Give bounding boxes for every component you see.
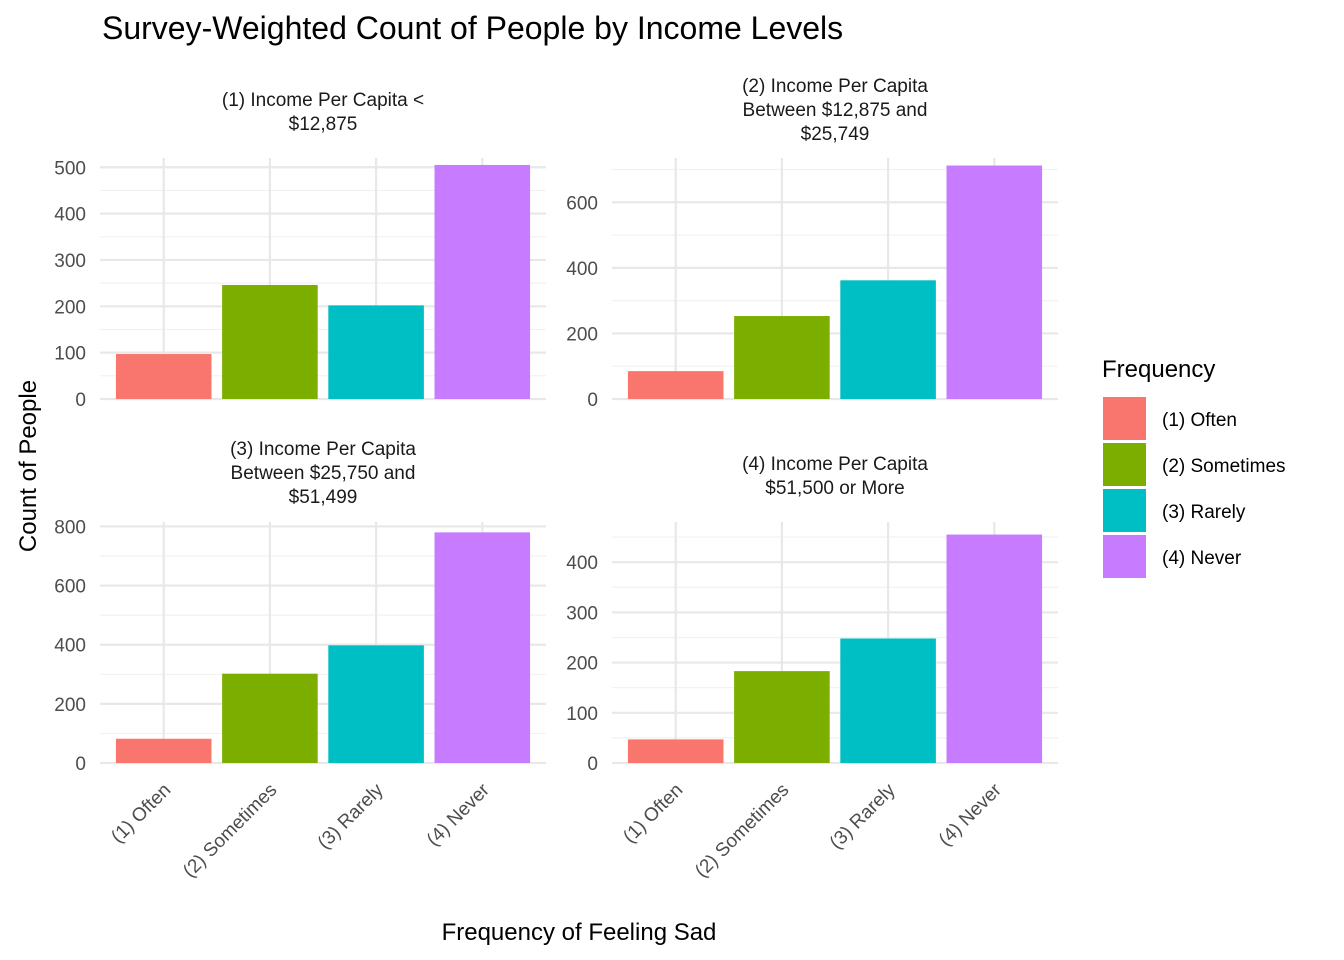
- bar: [328, 305, 424, 399]
- bar: [115, 354, 212, 399]
- x-tick-label: (3) Rarely: [314, 779, 388, 853]
- y-tick-label: 0: [587, 390, 598, 411]
- facet-panel: 0 100 200 300 400 500 (1) Income Per Capita < $…: [54, 90, 546, 411]
- facet-panels: 0 100 200 300 400 500 (1) Income Per Capita < $…: [54, 76, 1058, 882]
- y-tick-label: 300: [566, 603, 598, 624]
- bar: [222, 284, 318, 399]
- facet-title-line: (4) Income Per Capita: [742, 454, 928, 475]
- y-tick-label: 600: [566, 193, 598, 214]
- facet-panel: 0 100 200 300 400 (4) Income Per Capita $51,50…: [566, 454, 1058, 882]
- x-tick-label: (4) Never: [423, 779, 494, 850]
- y-tick-label: 500: [54, 158, 86, 179]
- y-tick-label: 400: [566, 553, 598, 574]
- bar: [946, 165, 1043, 399]
- legend-key: [1103, 489, 1146, 532]
- bar: [734, 316, 830, 399]
- y-tick-label: 400: [566, 259, 598, 280]
- bar: [434, 532, 531, 763]
- chart-title: Survey-Weighted Count of People by Incom…: [102, 10, 843, 46]
- bar: [840, 280, 936, 399]
- facet-title-line: (2) Income Per Capita: [742, 76, 928, 97]
- facet-title: (3) Income Per Capita Between $25,750 and…: [230, 439, 416, 508]
- facet-panel: 0 200 400 600 800 (3) Income Per Capita Betwee…: [54, 439, 546, 882]
- legend-key: [1103, 397, 1146, 440]
- x-axis-title: Frequency of Feeling Sad: [442, 919, 717, 946]
- x-tick-label: (3) Rarely: [826, 779, 900, 853]
- bar: [434, 164, 531, 399]
- y-tick-label: 300: [54, 251, 86, 272]
- y-tick-label: 200: [566, 654, 598, 675]
- y-tick-label: 100: [566, 704, 598, 725]
- bar: [328, 645, 424, 763]
- x-tick-label: (2) Sometimes: [179, 780, 281, 882]
- facet-title: (4) Income Per Capita $51,500 or More: [742, 454, 928, 499]
- y-tick-label: 0: [587, 754, 598, 775]
- legend: Frequency (1) Often (2) Sometimes (3) Rare…: [1102, 356, 1286, 578]
- y-tick-label: 600: [54, 577, 86, 598]
- y-tick-label: 400: [54, 205, 86, 226]
- facet-title-line: $51,500 or More: [765, 478, 904, 499]
- facet-title-line: Between $25,750 and: [231, 463, 416, 484]
- y-tick-label: 400: [54, 636, 86, 657]
- facet-title-line: $12,875: [289, 114, 358, 135]
- bar: [734, 671, 830, 763]
- facet-title: (2) Income Per Capita Between $12,875 and…: [742, 76, 928, 145]
- bar: [840, 638, 936, 763]
- legend-label: (2) Sometimes: [1162, 456, 1286, 477]
- x-tick-label: (1) Often: [107, 780, 175, 848]
- facet-title-line: $51,499: [289, 487, 358, 508]
- y-tick-label: 200: [54, 297, 86, 318]
- legend-key: [1103, 535, 1146, 578]
- legend-label: (1) Often: [1162, 410, 1237, 431]
- facet-title-line: (3) Income Per Capita: [230, 439, 416, 460]
- legend-key: [1103, 443, 1146, 486]
- y-tick-label: 0: [75, 754, 86, 775]
- bar: [627, 371, 724, 399]
- y-tick-label: 0: [75, 390, 86, 411]
- facet-title-line: (1) Income Per Capita <: [222, 90, 424, 111]
- x-tick-label: (4) Never: [935, 779, 1006, 850]
- x-tick-label: (2) Sometimes: [691, 780, 793, 882]
- bar: [222, 673, 318, 763]
- facet-panel: 0 200 400 600 (2) Income Per Capita Between $…: [566, 76, 1058, 411]
- y-tick-label: 100: [54, 344, 86, 365]
- bar: [946, 534, 1043, 763]
- y-tick-label: 800: [54, 517, 86, 538]
- y-axis-title: Count of People: [15, 380, 42, 552]
- y-tick-label: 200: [54, 695, 86, 716]
- legend-label: (4) Never: [1162, 548, 1242, 569]
- bar: [115, 738, 212, 763]
- facet-title-line: $25,749: [801, 124, 870, 145]
- facet-title-line: Between $12,875 and: [743, 100, 928, 121]
- y-tick-label: 200: [566, 324, 598, 345]
- legend-title: Frequency: [1102, 356, 1215, 383]
- x-tick-label: (1) Often: [619, 780, 687, 848]
- facet-title: (1) Income Per Capita < $12,875: [222, 90, 424, 135]
- bar: [627, 739, 724, 763]
- legend-label: (3) Rarely: [1162, 502, 1246, 523]
